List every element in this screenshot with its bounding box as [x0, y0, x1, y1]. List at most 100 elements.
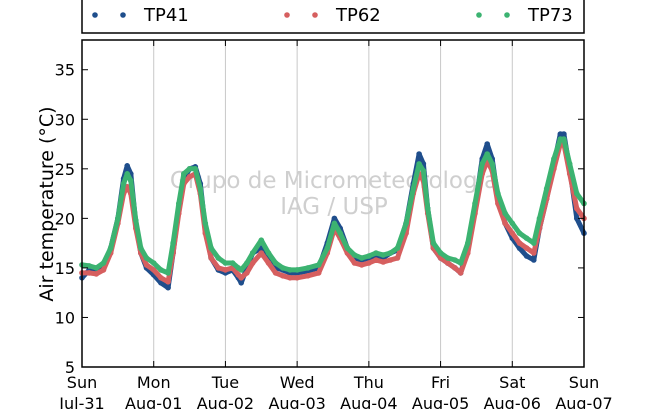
series-point-TP62: [280, 273, 286, 279]
series-point-TP73: [484, 151, 491, 157]
series-point-TP73: [424, 205, 431, 212]
series-point-TP73: [523, 235, 530, 241]
legend-marker: [312, 12, 318, 18]
series-point-TP62: [265, 260, 272, 266]
legend-label: TP73: [527, 5, 573, 26]
xtick-day-label: Thu: [353, 373, 384, 392]
xtick-date-label: Aug-03: [268, 394, 325, 409]
series-point-TP73: [120, 180, 127, 187]
xtick-day-label: Fri: [431, 373, 450, 392]
legend-label: TP41: [143, 5, 189, 26]
series-point-TP62: [93, 271, 100, 277]
series-point-TP73: [115, 215, 121, 222]
xtick-day-label: Wed: [280, 373, 315, 392]
series-point-TP73: [124, 171, 130, 177]
series-point-TP62: [100, 267, 107, 273]
series-point-TP73: [502, 210, 508, 217]
series-point-TP73: [509, 220, 516, 227]
series-point-TP62: [452, 265, 458, 271]
series-point-TP62: [186, 173, 193, 180]
series-point-TP73: [158, 267, 164, 273]
legend-frame: [81, 0, 585, 34]
series-point-TP73: [100, 260, 107, 266]
series-point-TP73: [222, 260, 229, 266]
series-point-TP62: [516, 240, 523, 246]
legend-item-TP41: TP41: [92, 5, 189, 26]
series-point-TP73: [387, 250, 394, 256]
series-point-TP73: [479, 161, 486, 167]
series-point-TP73: [143, 255, 150, 261]
series-point-TP62: [531, 250, 537, 256]
series-point-TP73: [403, 220, 409, 227]
series-point-TP73: [551, 156, 557, 162]
series-point-TP73: [561, 136, 567, 142]
series-point-TP62: [351, 260, 358, 266]
series-point-TP41: [531, 257, 537, 263]
series-point-TP62: [574, 205, 580, 212]
ytick-label: 25: [55, 160, 75, 179]
series-point-TP73: [165, 270, 171, 276]
series-point-TP73: [208, 245, 214, 251]
series-point-TP62: [294, 275, 300, 281]
series-point-TP62: [244, 270, 250, 276]
xtick-date-label: Aug-02: [197, 394, 254, 409]
legend-marker: [476, 12, 482, 18]
series-point-TP73: [344, 245, 351, 251]
series-point-TP73: [128, 177, 134, 184]
series-point-TP62: [287, 275, 293, 281]
series-point-TP73: [280, 265, 286, 271]
series-point-TP73: [574, 190, 580, 197]
series-point-TP62: [158, 275, 164, 281]
legend-label: TP62: [335, 5, 381, 26]
series-point-TP73: [315, 262, 322, 268]
series-point-TP73: [566, 161, 573, 167]
xtick-date-label: Aug-05: [412, 394, 469, 409]
series-point-TP62: [387, 257, 394, 263]
series-point-TP41: [561, 131, 567, 137]
series-point-TP73: [192, 166, 199, 172]
axis-ticks: [81, 40, 585, 368]
series-point-TP62: [457, 270, 464, 276]
series-point-TP73: [150, 260, 157, 266]
series-point-TP62: [315, 270, 322, 276]
series-point-TP41: [331, 215, 338, 222]
ytick-label: 30: [55, 110, 75, 129]
series-point-TP73: [420, 168, 427, 174]
series-point-TP73: [380, 252, 387, 258]
xtick-date-label: Aug-01: [125, 394, 182, 409]
series-point-TP73: [272, 260, 279, 266]
series-point-TP62: [380, 259, 387, 265]
series-point-TP73: [229, 260, 236, 266]
series-point-TP73: [138, 245, 144, 251]
series-point-TP73: [452, 257, 458, 263]
legend-marker: [504, 12, 510, 18]
series-point-TP73: [176, 200, 182, 207]
series-point-TP41: [124, 163, 130, 169]
series-point-TP73: [444, 255, 451, 261]
ytick-label: 5: [65, 358, 75, 377]
series-point-TP73: [181, 171, 187, 177]
series-point-TP62: [249, 260, 256, 266]
series-point-TP73: [294, 267, 300, 273]
xtick-date-label: Jul-31: [58, 394, 104, 409]
series-point-TP73: [489, 161, 496, 167]
series-point-TP73: [331, 220, 338, 227]
series-point-TP73: [465, 240, 471, 246]
legend-marker: [92, 12, 98, 18]
series-point-TP73: [516, 230, 523, 236]
series-point-TP62: [523, 245, 530, 251]
series-point-TP73: [531, 240, 537, 246]
series-point-TP62: [305, 273, 311, 279]
ytick-label: 35: [55, 61, 75, 80]
xtick-day-label: Sun: [67, 373, 97, 392]
watermark-line-1: Grupo de Micrometeorologia: [170, 168, 498, 194]
series-point-TP73: [258, 237, 265, 243]
series-point-TP62: [444, 260, 451, 266]
series-point-TP73: [287, 267, 293, 273]
series-point-TP73: [86, 263, 92, 269]
ytick-label: 15: [55, 259, 75, 278]
series-point-TP73: [394, 245, 401, 251]
series-point-TP41: [416, 151, 422, 157]
series-point-TP62: [358, 262, 365, 268]
